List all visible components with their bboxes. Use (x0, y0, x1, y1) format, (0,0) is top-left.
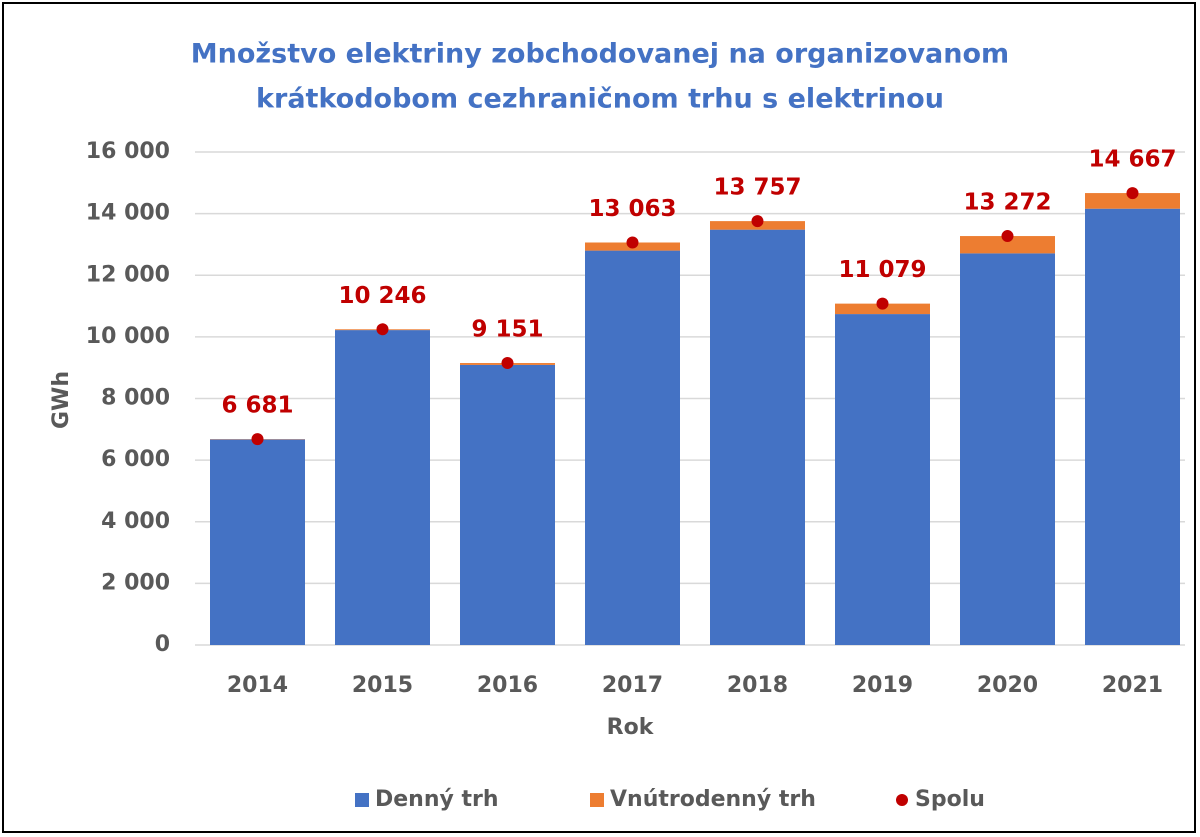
data-label: 9 151 (471, 317, 543, 343)
x-tick-label: 2017 (602, 673, 663, 698)
data-label: 11 079 (838, 257, 926, 283)
total-dot (751, 215, 764, 228)
legend-label: Vnútrodenný trh (610, 787, 816, 812)
data-label: 13 272 (963, 190, 1051, 216)
x-axis-label: Rok (607, 715, 655, 740)
bar-segment (835, 314, 930, 645)
bar-segment (960, 236, 1055, 254)
legend-marker (355, 793, 369, 807)
data-label: 10 246 (338, 283, 426, 309)
data-label: 13 757 (713, 175, 801, 201)
legend-label: Spolu (915, 787, 985, 812)
total-dot (251, 433, 264, 446)
bar-segment (460, 364, 555, 645)
data-label: 6 681 (221, 393, 293, 419)
y-tick-label: 0 (155, 632, 170, 657)
bar-segment (1085, 193, 1180, 209)
x-tick-label: 2015 (352, 673, 413, 698)
total-dot (1001, 230, 1014, 243)
legend-marker (590, 793, 604, 807)
y-tick-label: 4 000 (101, 509, 170, 534)
x-tick-label: 2018 (727, 673, 788, 698)
x-tick-label: 2014 (227, 673, 288, 698)
y-tick-label: 8 000 (101, 386, 170, 411)
x-tick-label: 2019 (852, 673, 913, 698)
total-dot (501, 357, 514, 370)
bar-segment (585, 250, 680, 645)
bar-segment (335, 330, 430, 645)
total-dot (376, 323, 389, 336)
bar-segment (710, 229, 805, 645)
bar-segment (210, 439, 305, 645)
y-tick-label: 2 000 (101, 570, 170, 595)
y-tick-label: 14 000 (86, 201, 170, 226)
total-dot (1126, 187, 1139, 200)
legend-label: Denný trh (375, 787, 499, 812)
bar-segment (1085, 208, 1180, 645)
y-axis-label: GWh (49, 371, 74, 429)
x-tick-label: 2021 (1102, 673, 1163, 698)
x-tick-label: 2020 (977, 673, 1038, 698)
chart-title: krátkodobom cezhraničnom trhu s elektrin… (256, 84, 944, 115)
y-tick-label: 12 000 (86, 262, 170, 287)
chart-title: Množstvo elektriny zobchodovanej na orga… (191, 39, 1009, 70)
y-tick-label: 10 000 (86, 324, 170, 349)
total-dot (876, 297, 889, 310)
y-tick-label: 16 000 (86, 139, 170, 164)
y-tick-label: 6 000 (101, 447, 170, 472)
data-label: 14 667 (1088, 147, 1176, 173)
data-label: 13 063 (588, 196, 676, 222)
x-tick-label: 2016 (477, 673, 538, 698)
bar-segment (960, 253, 1055, 646)
legend-marker (896, 794, 908, 806)
total-dot (626, 236, 639, 249)
